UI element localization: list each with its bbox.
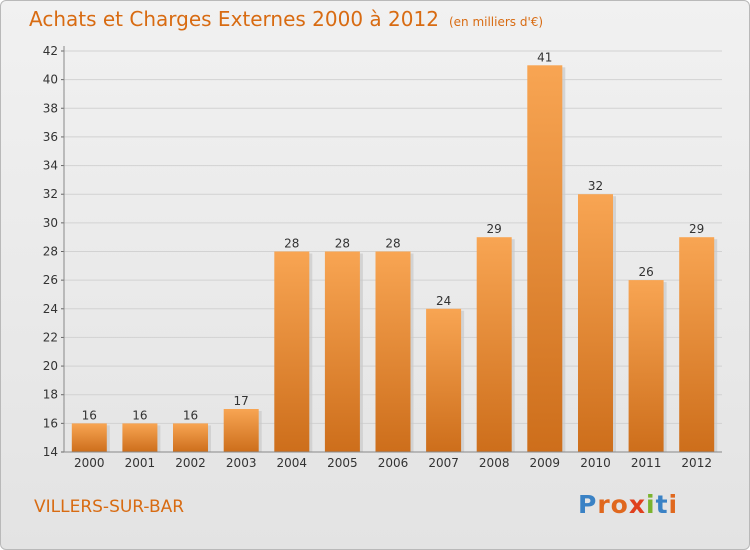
x-axis-ticks: 2000 2001 2002 2003 2004 2005 2006 2007 2008 2009… bbox=[74, 456, 712, 470]
y-tick-label: 16 bbox=[43, 416, 58, 430]
bar-2009 bbox=[527, 65, 563, 453]
data-label-2008: 29 bbox=[487, 222, 502, 236]
data-label-2012: 29 bbox=[689, 222, 704, 236]
y-tick-label: 36 bbox=[43, 130, 58, 144]
bar-2006 bbox=[375, 251, 411, 452]
bar-2001 bbox=[122, 423, 158, 452]
y-tick-label: 22 bbox=[43, 330, 58, 344]
data-label-2001: 16 bbox=[132, 408, 147, 422]
bar-2010 bbox=[578, 194, 613, 452]
x-tick-label: 2012 bbox=[681, 456, 712, 470]
data-label-2009: 41 bbox=[537, 50, 552, 64]
chart-unit: (en milliers d'€) bbox=[448, 15, 544, 29]
data-label-2002: 16 bbox=[183, 408, 198, 422]
data-label-2006: 28 bbox=[385, 237, 400, 251]
y-tick-label: 30 bbox=[43, 216, 58, 230]
data-label-2010: 32 bbox=[588, 179, 603, 193]
bar-2012 bbox=[679, 237, 715, 452]
bar-2011 bbox=[628, 280, 664, 452]
x-tick-label: 2001 bbox=[125, 456, 156, 470]
chart-title-text: Achats et Charges Externes 2000 à 2012 bbox=[29, 7, 439, 31]
logo-letter: t bbox=[655, 490, 669, 519]
y-tick-label: 26 bbox=[43, 273, 58, 287]
y-tick-label: 24 bbox=[43, 302, 58, 316]
data-label-2003: 17 bbox=[234, 394, 249, 408]
y-tick-label: 20 bbox=[43, 359, 58, 373]
logo-letter: o bbox=[610, 490, 629, 519]
data-label-2011: 26 bbox=[638, 265, 653, 279]
data-label-2000: 16 bbox=[82, 408, 97, 422]
y-tick-label: 28 bbox=[43, 245, 58, 259]
x-tick-label: 2008 bbox=[479, 456, 510, 470]
bar-2004 bbox=[274, 251, 310, 452]
bar-2005 bbox=[324, 251, 360, 452]
x-tick-label: 2002 bbox=[175, 456, 206, 470]
y-tick-label: 34 bbox=[43, 159, 58, 173]
logo-letter: i bbox=[668, 490, 679, 519]
bar-2008 bbox=[476, 237, 512, 452]
bar-2003 bbox=[223, 409, 259, 452]
y-tick-label: 18 bbox=[43, 388, 58, 402]
proxiti-logo: Proxiti bbox=[578, 490, 678, 519]
logo-letter: r bbox=[597, 490, 611, 519]
bar-2002 bbox=[173, 423, 208, 452]
data-label-2005: 28 bbox=[335, 237, 350, 251]
logo-letter: x bbox=[628, 490, 646, 519]
x-tick-label: 2007 bbox=[428, 456, 459, 470]
data-label-2007: 24 bbox=[436, 294, 451, 308]
commune-name: VILLERS-SUR-BAR bbox=[34, 497, 185, 517]
bar-2000 bbox=[71, 423, 107, 452]
x-tick-label: 2006 bbox=[378, 456, 409, 470]
x-tick-label: 2010 bbox=[580, 456, 611, 470]
x-tick-label: 2004 bbox=[277, 456, 308, 470]
y-tick-label: 40 bbox=[43, 73, 58, 87]
axes bbox=[63, 46, 722, 453]
y-tick-label: 14 bbox=[43, 445, 58, 459]
x-tick-label: 2009 bbox=[530, 456, 561, 470]
y-tick-label: 42 bbox=[43, 44, 58, 58]
x-tick-label: 2011 bbox=[631, 456, 662, 470]
y-tick-label: 38 bbox=[43, 101, 58, 115]
chart-title: Achats et Charges Externes 2000 à 2012 (e… bbox=[29, 7, 543, 31]
y-axis-ticks: 14 16 18 20 22 24 26 28 30 32 34 36 38 40 42 bbox=[43, 44, 64, 459]
logo-letter: P bbox=[578, 490, 598, 519]
bars bbox=[71, 65, 718, 453]
x-tick-label: 2003 bbox=[226, 456, 257, 470]
bar-2007 bbox=[426, 308, 462, 452]
logo-letter: i bbox=[646, 490, 656, 519]
y-tick-label: 32 bbox=[43, 187, 58, 201]
x-tick-label: 2005 bbox=[327, 456, 358, 470]
data-label-2004: 28 bbox=[284, 237, 299, 251]
x-tick-label: 2000 bbox=[74, 456, 105, 470]
data-labels: 16 16 16 17 28 28 28 24 29 41 32 26 29 bbox=[82, 50, 705, 422]
